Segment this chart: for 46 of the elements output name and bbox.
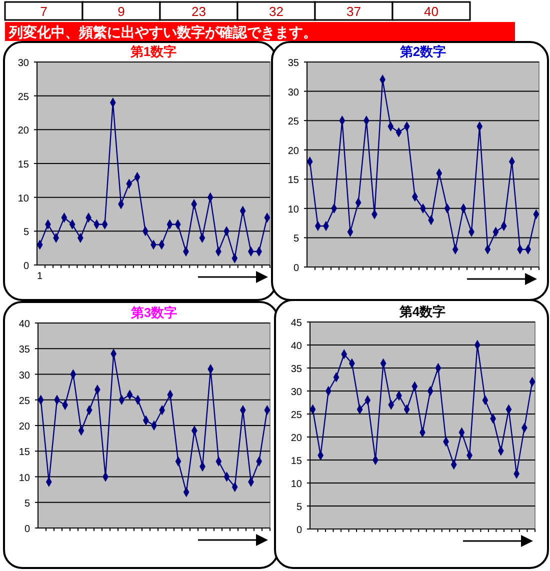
x-tick-label: 1 bbox=[37, 271, 44, 282]
y-tick-label: 5 bbox=[293, 234, 300, 245]
y-tick-label: 30 bbox=[18, 370, 30, 382]
text: 32 bbox=[269, 4, 284, 19]
text: 7 bbox=[40, 4, 48, 19]
y-tick-label: 0 bbox=[293, 263, 300, 274]
y-tick-label: 35 bbox=[290, 364, 302, 375]
y-tick-label: 15 bbox=[18, 160, 30, 170]
y-tick-label: 20 bbox=[288, 146, 300, 157]
y-tick-label: 40 bbox=[18, 319, 30, 330]
y-tick-label: 35 bbox=[18, 344, 30, 356]
y-tick-label: 20 bbox=[18, 126, 30, 137]
y-tick-label: 10 bbox=[288, 204, 300, 216]
y-tick-label: 25 bbox=[18, 92, 30, 103]
y-tick-label: 20 bbox=[18, 422, 30, 432]
text: 23 bbox=[192, 4, 206, 19]
chart-title: 第1数字 bbox=[129, 44, 177, 59]
y-tick-label: 0 bbox=[24, 524, 30, 535]
y-tick-label: 10 bbox=[290, 479, 302, 490]
y-tick-label: 25 bbox=[290, 410, 302, 421]
y-tick-label: 10 bbox=[18, 193, 30, 204]
text: 9 bbox=[118, 4, 125, 19]
text: 40 bbox=[424, 4, 438, 19]
text: 列変化中、頻繁に出やすい数字が確認できます。 bbox=[8, 24, 317, 40]
y-tick-label: 40 bbox=[290, 341, 302, 352]
y-tick-label: 5 bbox=[24, 498, 30, 510]
y-tick-label: 45 bbox=[290, 318, 302, 329]
y-tick-label: 15 bbox=[18, 447, 30, 458]
text: 37 bbox=[346, 4, 361, 19]
y-tick-label: 0 bbox=[23, 261, 30, 272]
chart-title: 第3数字 bbox=[130, 305, 178, 320]
y-tick-label: 15 bbox=[290, 456, 302, 467]
y-tick-label: 10 bbox=[18, 472, 30, 484]
y-tick-label: 30 bbox=[288, 87, 300, 98]
y-tick-label: 35 bbox=[288, 58, 300, 69]
y-tick-label: 20 bbox=[290, 433, 302, 444]
y-tick-label: 15 bbox=[288, 175, 300, 186]
chart-title: 第2数字 bbox=[398, 44, 446, 59]
y-tick-label: 30 bbox=[290, 387, 302, 398]
y-tick-label: 0 bbox=[296, 525, 302, 536]
y-tick-label: 5 bbox=[23, 227, 30, 238]
y-tick-label: 30 bbox=[18, 58, 30, 69]
chart-title: 第4数字 bbox=[398, 304, 446, 319]
y-tick-label: 25 bbox=[288, 116, 300, 128]
y-tick-label: 25 bbox=[18, 396, 30, 407]
y-tick-label: 5 bbox=[296, 502, 302, 513]
